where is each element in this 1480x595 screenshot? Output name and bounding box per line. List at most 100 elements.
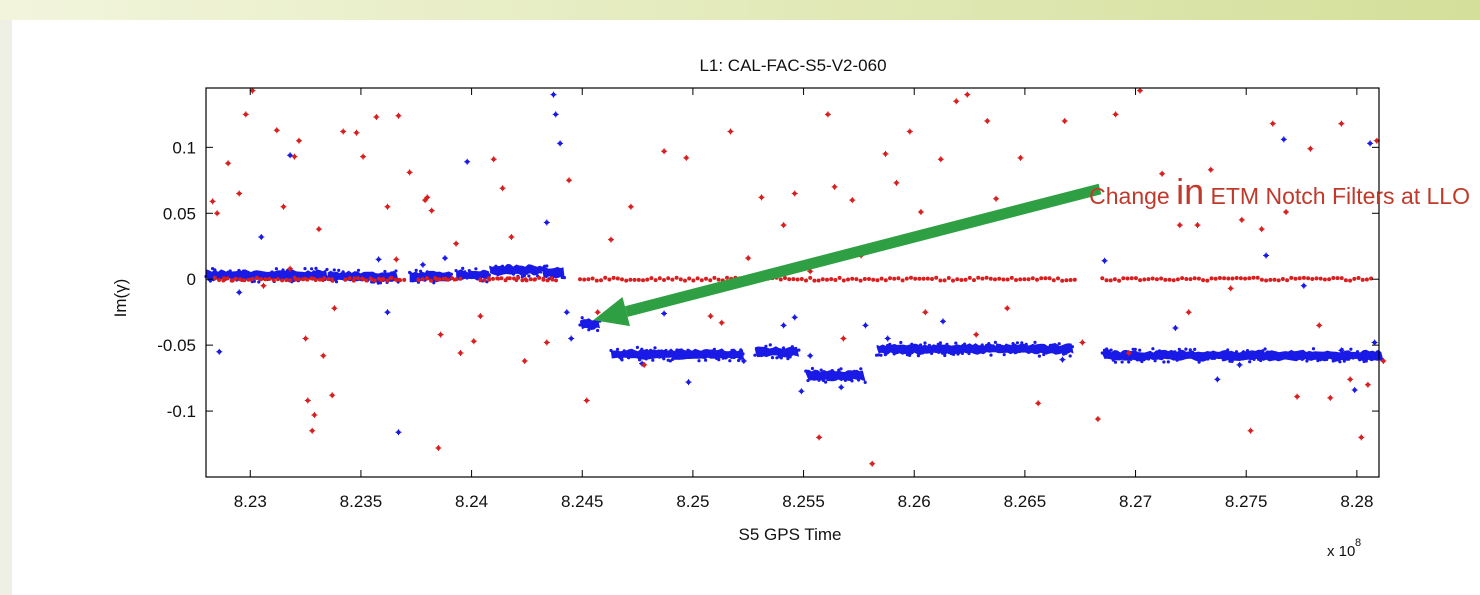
series-0-point-9 xyxy=(464,158,471,165)
series-1-point-3 xyxy=(236,190,243,197)
series-1-point-66 xyxy=(893,179,900,186)
series-1-point-48 xyxy=(661,148,668,155)
series-0-point-0 xyxy=(216,348,223,355)
series-1-point-14 xyxy=(309,427,316,434)
series-0-point-37 xyxy=(1351,387,1358,393)
series-1-point-7 xyxy=(273,127,280,134)
series-1-point-83 xyxy=(1125,350,1132,356)
series-0-point-27 xyxy=(940,318,946,325)
x-tick-label-4: 8.25 xyxy=(676,492,709,511)
series-0-point-31 xyxy=(1214,376,1221,383)
series-1-point-89 xyxy=(1207,166,1214,173)
annotation: Change in ETM Notch Filters at LLO xyxy=(593,171,1470,327)
series-1-point-96 xyxy=(1294,393,1301,400)
series-1-point-24 xyxy=(384,203,391,210)
series-1-point-82 xyxy=(1112,111,1119,118)
series-0-point-23 xyxy=(807,352,814,359)
series-1-point-32 xyxy=(437,331,444,338)
x-tick-label-1: 8.235 xyxy=(340,492,383,511)
series-1-point-21 xyxy=(353,129,360,136)
series-1-point-70 xyxy=(937,156,944,163)
annotation-text-after: ETM Notch Filters at LLO xyxy=(1204,183,1470,209)
annotation-arrow-shaft xyxy=(624,183,1102,317)
series-1-point-60 xyxy=(831,183,838,190)
series-0-point-39 xyxy=(1371,339,1378,346)
series-1-point-42 xyxy=(566,177,572,184)
series-1-point-29 xyxy=(424,194,431,201)
series-0-point-32 xyxy=(1236,361,1243,368)
series-1-point-17 xyxy=(320,352,327,359)
series-1-point-13 xyxy=(304,397,311,404)
series-0-point-10 xyxy=(543,219,550,226)
chart-title: L1: CAL-FAC-S5-V2-060 xyxy=(699,56,886,75)
series-1-point-55 xyxy=(780,222,787,229)
x-tick-label-0: 8.23 xyxy=(234,492,267,511)
x-tick-label-6: 8.26 xyxy=(898,492,931,511)
series-1-point-58 xyxy=(816,434,823,441)
series-1-point-73 xyxy=(973,331,980,338)
series-1-point-16 xyxy=(315,226,322,233)
series-1-point-50 xyxy=(707,313,714,320)
series-1-point-15 xyxy=(311,412,318,418)
series-1-point-47 xyxy=(641,361,648,368)
series-1-point-94 xyxy=(1269,120,1276,127)
y-tick-label-0: 0.1 xyxy=(172,138,196,157)
series-0-point-8 xyxy=(442,255,448,262)
left-decor-band xyxy=(0,20,12,595)
series-0-point-36 xyxy=(1338,347,1345,354)
series-0-point-4 xyxy=(375,256,382,263)
series-1-point-9 xyxy=(287,265,294,272)
series-0-point-12 xyxy=(552,111,559,118)
series-1-point-51 xyxy=(718,319,725,326)
x-multiplier-base: x 10 xyxy=(1327,543,1355,560)
series-0-point-34 xyxy=(1280,136,1287,143)
series-1-point-92 xyxy=(1247,427,1254,434)
series-1-point-33 xyxy=(453,240,460,247)
series-0-point-7 xyxy=(419,261,426,268)
x-multiplier-exponent: 8 xyxy=(1355,537,1361,549)
series-1-point-43 xyxy=(583,397,590,404)
series-1-point-2 xyxy=(225,160,232,167)
series-1-point-85 xyxy=(1159,170,1166,177)
series-1-point-18 xyxy=(329,392,336,399)
series-0-point-18 xyxy=(685,379,692,386)
y-tick-label-4: -0.1 xyxy=(167,402,196,421)
series-1-point-62 xyxy=(849,197,856,204)
y-tick-label-3: -0.05 xyxy=(157,336,196,355)
series-1-point-65 xyxy=(882,150,889,157)
series-0-point-5 xyxy=(384,309,391,316)
series-1-point-4 xyxy=(242,111,249,118)
series-0-point-25 xyxy=(862,322,869,329)
series-1-overlay-0 xyxy=(213,276,334,283)
series-1-point-19 xyxy=(331,305,338,312)
x-tick-label-7: 8.265 xyxy=(1004,492,1047,511)
series-1-point-64 xyxy=(869,460,876,467)
series-1-point-49 xyxy=(683,154,690,161)
series-1-point-44 xyxy=(594,309,601,316)
series-1-overlay-1 xyxy=(343,276,402,283)
series-0-band-11 xyxy=(1100,347,1384,364)
x-tick-label-5: 8.255 xyxy=(782,492,825,511)
series-1-point-37 xyxy=(490,156,497,163)
series-0-band-9 xyxy=(804,366,867,384)
series-0-point-19 xyxy=(740,358,747,364)
series-0-band-5 xyxy=(540,264,567,281)
plot-background xyxy=(206,88,1379,477)
series-1-point-95 xyxy=(1283,209,1289,215)
series-0-point-3 xyxy=(287,152,294,159)
series-1-point-0 xyxy=(209,198,216,205)
series-1-point-87 xyxy=(1185,309,1192,316)
series-0-point-13 xyxy=(557,140,564,147)
series-1-point-68 xyxy=(917,209,924,215)
series-1-point-20 xyxy=(340,128,347,135)
x-multiplier: x 10 8 xyxy=(1327,537,1361,560)
series-1-point-57 xyxy=(807,268,814,275)
series-1-point-99 xyxy=(1327,394,1334,401)
series-1-point-80 xyxy=(1079,339,1086,346)
series-0-point-22 xyxy=(798,388,805,395)
plot-frame xyxy=(205,87,1380,478)
annotation-text-big: in xyxy=(1176,171,1204,212)
series-1-point-88 xyxy=(1194,222,1201,229)
y-axis-label: Im(γ) xyxy=(111,279,130,318)
